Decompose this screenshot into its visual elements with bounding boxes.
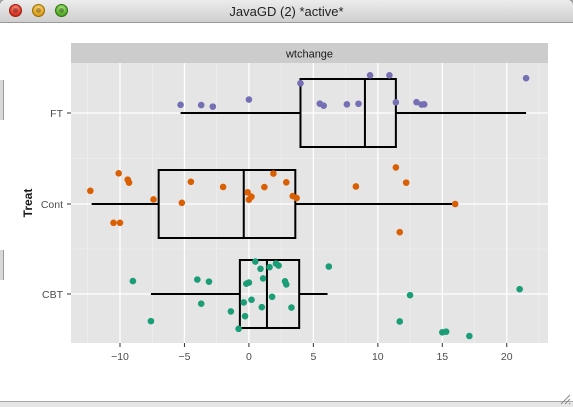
point-cbt	[257, 265, 264, 273]
point-cbt	[235, 325, 242, 333]
point-cbt	[466, 332, 473, 340]
point-cbt	[442, 328, 450, 335]
point-cont	[293, 194, 300, 202]
title-bar[interactable]: JavaGD (2) *active*	[0, 0, 573, 23]
point-cbt	[258, 303, 266, 311]
point-ft	[245, 96, 253, 103]
point-ft	[413, 98, 420, 106]
point-cbt	[240, 299, 248, 306]
point-cont	[261, 183, 268, 191]
point-cbt	[197, 300, 205, 308]
point-cbt	[245, 279, 253, 286]
point-ft	[197, 101, 205, 109]
point-cbt	[129, 277, 137, 285]
x-tick-label: 10	[372, 351, 384, 363]
zoom-window-button[interactable]	[55, 4, 68, 17]
x-tick-label: 5	[310, 351, 316, 363]
point-cont	[110, 219, 117, 227]
point-ft	[209, 103, 217, 110]
point-cbt	[227, 308, 235, 315]
y-tick-label: Cont	[41, 199, 63, 211]
background-window-edge	[0, 80, 4, 120]
point-cbt	[205, 278, 213, 285]
x-axis: −10 −5 0 5 10 15 20	[111, 343, 513, 363]
point-ft	[320, 102, 327, 109]
window-title: JavaGD (2) *active*	[229, 4, 344, 19]
y-axis-title: Treat	[21, 189, 35, 218]
point-cont	[219, 183, 227, 191]
x-tick-label: 0	[246, 351, 252, 363]
window-bottom-edge	[0, 401, 573, 407]
close-window-button[interactable]	[9, 4, 22, 17]
point-cbt	[268, 293, 276, 301]
iqr-box	[157, 169, 297, 239]
minimize-window-button[interactable]	[32, 4, 45, 17]
point-cont	[178, 199, 186, 207]
boxplots	[91, 78, 527, 329]
y-tick-label: CBT	[42, 289, 64, 301]
point-cbt	[275, 262, 282, 269]
point-cont	[270, 170, 277, 177]
point-cont	[392, 164, 400, 171]
point-cont	[150, 196, 157, 203]
point-cont	[116, 219, 124, 227]
point-cbt	[396, 318, 404, 325]
point-cont	[124, 176, 132, 183]
x-tick-label: −5	[178, 351, 190, 363]
data-points	[87, 72, 530, 340]
point-cont	[244, 189, 251, 196]
facet-strip	[71, 43, 548, 63]
background-window-edge	[0, 250, 4, 280]
point-cbt	[147, 317, 155, 325]
y-tick-label: FT	[50, 108, 63, 120]
point-cbt	[248, 296, 255, 304]
facet-title: wtchange	[285, 49, 333, 61]
point-ft	[297, 79, 304, 87]
x-tick-label: −10	[111, 351, 129, 363]
point-cont	[187, 178, 195, 186]
boxplot-cbt	[150, 259, 328, 329]
point-ft	[386, 72, 393, 79]
iqr-box	[238, 259, 301, 329]
point-cont	[451, 200, 459, 208]
zoom-icon	[59, 8, 64, 13]
point-cont	[402, 179, 410, 186]
point-cbt	[288, 304, 295, 311]
resize-grip-icon[interactable]	[559, 393, 571, 405]
point-cbt	[194, 276, 201, 283]
point-cbt	[259, 275, 267, 282]
y-axis: CBT Cont FT	[41, 108, 71, 301]
point-ft	[355, 100, 362, 108]
point-cont	[396, 228, 404, 236]
point-cont	[248, 193, 255, 200]
point-cont	[282, 178, 290, 186]
point-cbt	[252, 258, 259, 265]
point-ft	[177, 101, 184, 109]
point-cbt	[406, 291, 414, 299]
point-ft	[522, 74, 530, 82]
point-ft	[420, 101, 428, 108]
point-cbt	[241, 312, 249, 320]
boxplot-cont	[91, 169, 456, 239]
point-cont	[115, 169, 122, 177]
close-icon	[13, 8, 18, 13]
x-tick-label: 20	[501, 351, 513, 363]
iqr-box	[299, 78, 397, 148]
point-cont	[87, 187, 94, 195]
x-tick-label: 15	[436, 351, 448, 363]
point-cbt	[266, 263, 273, 271]
boxplot-ft	[180, 78, 527, 148]
point-ft	[392, 99, 400, 106]
point-cont	[352, 183, 360, 190]
point-ft	[366, 72, 374, 79]
point-cbt	[282, 281, 290, 288]
point-cbt	[516, 285, 523, 293]
point-ft	[343, 101, 351, 108]
minimize-icon	[36, 8, 41, 13]
point-cbt	[325, 263, 333, 270]
